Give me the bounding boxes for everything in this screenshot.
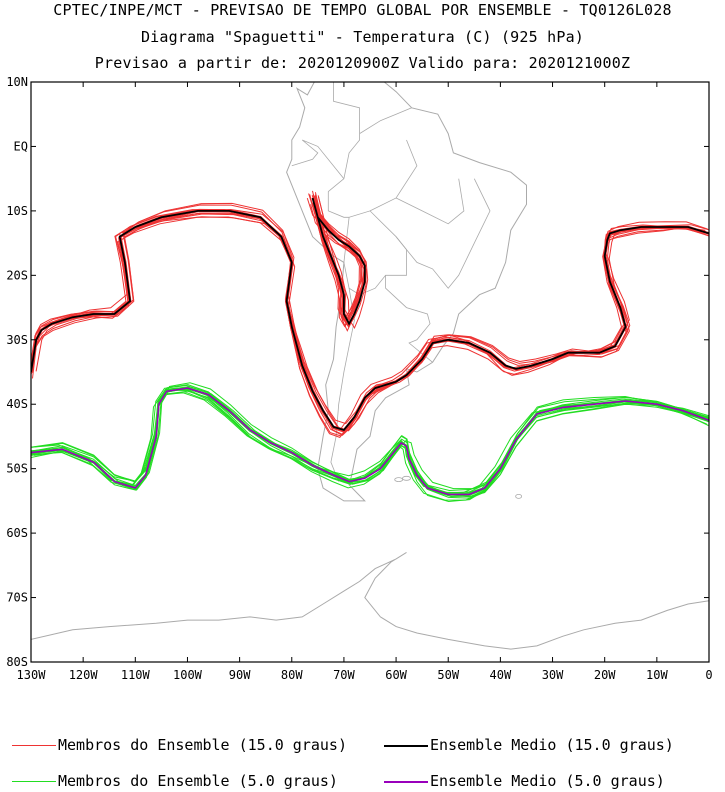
coastline-central-america — [275, 82, 277, 83]
ensemble-mean-15c-line-0 — [31, 210, 709, 432]
legend-label-membros-15: Membros do Ensemble (15.0 graus) — [58, 736, 347, 754]
legend-swatch-medio-15 — [384, 745, 428, 747]
country-border-0 — [343, 210, 407, 296]
country-border-7 — [395, 178, 491, 289]
legend-label-medio-15: Ensemble Medio (15.0 graus) — [430, 736, 674, 754]
y-tick-label: 20S — [6, 268, 28, 282]
chart-title-line-2: Diagrama "Spaguetti" - Temperatura (C) (… — [140, 28, 585, 46]
island-1 — [402, 475, 411, 481]
x-tick-label: 60W — [385, 668, 407, 682]
ensemble-members-layer — [31, 190, 709, 503]
x-tick-label: 0 — [705, 668, 712, 682]
y-tick-label: 80S — [6, 655, 28, 669]
y-tick-label: 10N — [6, 75, 28, 89]
y-tick-label: 30S — [6, 333, 28, 347]
chart-title-line-1: CPTEC/INPE/MCT - PREVISAO DE TEMPO GLOBA… — [53, 1, 672, 19]
x-tick-label: 40W — [490, 668, 512, 682]
country-border-1 — [330, 288, 355, 482]
y-tick-label: 70S — [6, 591, 28, 605]
x-tick-label: 20W — [594, 668, 616, 682]
x-tick-label: 70W — [333, 668, 355, 682]
member-5c-2-9 — [31, 387, 709, 494]
member-15c-0-13 — [31, 213, 709, 430]
ensemble-mean-15c-line-1 — [311, 197, 366, 326]
legend-swatch-membros-5 — [12, 781, 56, 782]
chart-title-line-3: Previsao a partir de: 2020120900Z Valido… — [94, 54, 631, 72]
legend-swatch-medio-5 — [384, 781, 428, 783]
x-tick-label: 110W — [121, 668, 151, 682]
member-15c-0-14 — [35, 208, 705, 431]
coastline-antarctica — [31, 551, 709, 650]
ensemble-mean-5c-line — [31, 387, 709, 496]
island-2 — [515, 493, 523, 499]
x-tick-label: 90W — [229, 668, 251, 682]
country-border-6 — [333, 82, 360, 134]
country-border-8 — [395, 178, 465, 225]
country-border-3 — [327, 178, 350, 218]
country-border-4 — [343, 107, 412, 179]
legend-swatch-membros-15 — [12, 745, 56, 746]
y-tick-label: 10S — [6, 204, 28, 218]
member-15c-1-13 — [310, 194, 362, 319]
y-tick-label: EQ — [14, 139, 28, 153]
country-border-5 — [291, 139, 345, 179]
island-0 — [394, 477, 404, 483]
x-tick-label: 100W — [173, 668, 203, 682]
coastline-south-america — [286, 82, 527, 502]
basemap-layer — [31, 82, 709, 650]
member-5c-2-1 — [31, 386, 709, 493]
x-tick-label: 10W — [646, 668, 668, 682]
y-tick-label: 50S — [6, 462, 28, 476]
x-tick-label: 80W — [281, 668, 303, 682]
x-tick-label: 130W — [17, 668, 47, 682]
x-tick-label: 50W — [437, 668, 459, 682]
y-tick-label: 60S — [6, 526, 28, 540]
plot-frame — [30, 81, 710, 663]
country-border-2 — [385, 275, 433, 363]
legend-label-medio-5: Ensemble Medio (5.0 graus) — [430, 772, 665, 790]
y-tick-label: 40S — [6, 397, 28, 411]
axis-ticks-layer: 130W 120W 110W 100W 90W 80W 70W 60W 50W 40W 30W 20W… — [6, 75, 712, 682]
x-tick-label: 120W — [69, 668, 99, 682]
country-border-9 — [369, 139, 418, 212]
ensemble-mean-layer — [31, 197, 709, 496]
legend-label-membros-5: Membros do Ensemble (5.0 graus) — [58, 772, 338, 790]
x-tick-label: 30W — [542, 668, 564, 682]
